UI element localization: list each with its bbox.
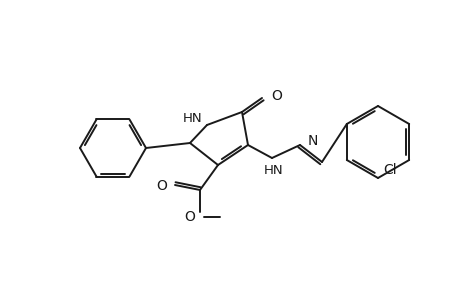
Text: O: O: [156, 179, 167, 193]
Text: O: O: [184, 210, 195, 224]
Text: HN: HN: [263, 164, 283, 176]
Text: N: N: [308, 134, 318, 148]
Text: HN: HN: [183, 112, 202, 125]
Text: Cl: Cl: [382, 163, 396, 177]
Text: O: O: [270, 89, 281, 103]
